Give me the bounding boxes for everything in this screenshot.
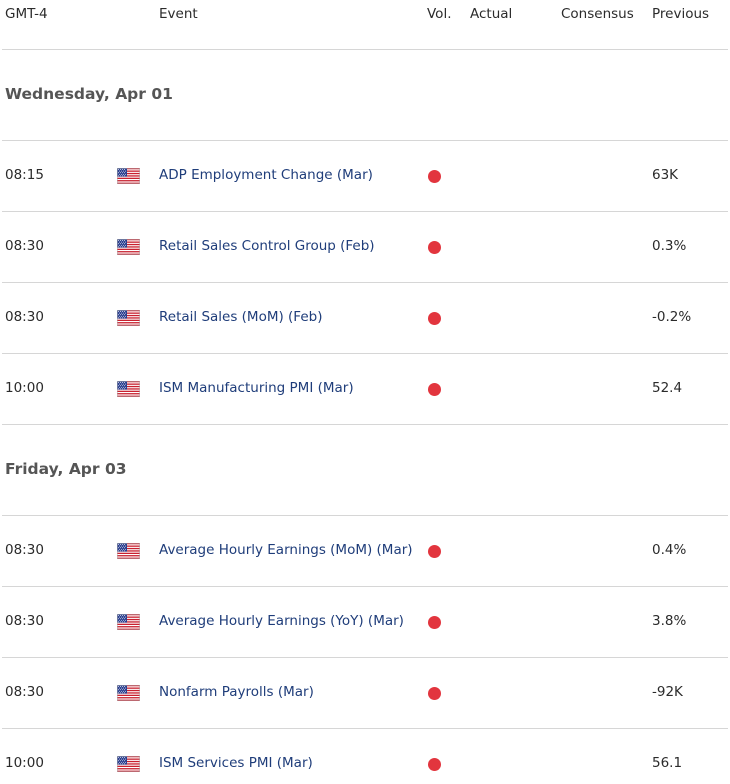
high-volatility-indicator <box>428 241 441 254</box>
event-name[interactable]: ISM Services PMI (Mar) <box>159 755 313 771</box>
event-row[interactable]: 10:00 ISM Manufacturing PMI (Mar) 52.4 <box>0 378 730 400</box>
volatility-header: Vol. <box>427 6 452 22</box>
previous-value: 3.8% <box>652 613 687 629</box>
row-divider <box>2 728 728 729</box>
high-volatility-indicator <box>428 758 441 771</box>
us-flag-icon <box>117 685 140 701</box>
header-divider <box>2 49 728 50</box>
event-row[interactable]: 08:30 Average Hourly Earnings (MoM) (Mar… <box>0 540 730 562</box>
event-name[interactable]: ISM Manufacturing PMI (Mar) <box>159 380 354 396</box>
event-row[interactable]: 08:30 Retail Sales (MoM) (Feb) -0.2% <box>0 307 730 329</box>
high-volatility-indicator <box>428 616 441 629</box>
row-divider <box>2 140 728 141</box>
timezone-header[interactable]: GMT-4 <box>5 6 48 22</box>
event-time: 08:30 <box>5 238 44 254</box>
event-row[interactable]: 08:15 ADP Employment Change (Mar) 63K <box>0 165 730 187</box>
us-flag-icon <box>117 381 140 397</box>
previous-value: -92K <box>652 684 683 700</box>
previous-value: 63K <box>652 167 679 183</box>
row-divider <box>2 282 728 283</box>
high-volatility-indicator <box>428 545 441 558</box>
previous-value: -0.2% <box>652 309 692 325</box>
previous-value: 0.4% <box>652 542 687 558</box>
event-name[interactable]: ADP Employment Change (Mar) <box>159 167 373 183</box>
event-name[interactable]: Average Hourly Earnings (YoY) (Mar) <box>159 613 404 629</box>
previous-value: 56.1 <box>652 755 683 771</box>
calendar-header: GMT-4 Event Vol. Actual Consensus Previo… <box>0 0 730 30</box>
event-time: 10:00 <box>5 755 44 771</box>
consensus-header: Consensus <box>561 6 634 22</box>
row-divider <box>2 353 728 354</box>
previous-value: 52.4 <box>652 380 683 396</box>
event-time: 10:00 <box>5 380 44 396</box>
event-row[interactable]: 08:30 Average Hourly Earnings (YoY) (Mar… <box>0 611 730 633</box>
actual-header: Actual <box>470 6 513 22</box>
event-name[interactable]: Average Hourly Earnings (MoM) (Mar) <box>159 542 413 558</box>
event-time: 08:30 <box>5 613 44 629</box>
row-divider <box>2 211 728 212</box>
event-row[interactable]: 10:00 ISM Services PMI (Mar) 56.1 <box>0 753 730 775</box>
row-divider <box>2 515 728 516</box>
event-time: 08:15 <box>5 167 44 183</box>
day-title: Wednesday, Apr 01 <box>5 85 173 103</box>
event-time: 08:30 <box>5 542 44 558</box>
event-time: 08:30 <box>5 684 44 700</box>
event-row[interactable]: 08:30 Nonfarm Payrolls (Mar) -92K <box>0 682 730 704</box>
row-divider <box>2 586 728 587</box>
us-flag-icon <box>117 239 140 255</box>
event-name[interactable]: Retail Sales Control Group (Feb) <box>159 238 375 254</box>
event-name[interactable]: Retail Sales (MoM) (Feb) <box>159 309 323 325</box>
row-divider <box>2 424 728 425</box>
previous-header: Previous <box>652 6 710 22</box>
us-flag-icon <box>117 756 140 772</box>
high-volatility-indicator <box>428 383 441 396</box>
us-flag-icon <box>117 168 140 184</box>
us-flag-icon <box>117 614 140 630</box>
event-header: Event <box>159 6 198 22</box>
previous-value: 0.3% <box>652 238 687 254</box>
high-volatility-indicator <box>428 687 441 700</box>
event-row[interactable]: 08:30 Retail Sales Control Group (Feb) 0… <box>0 236 730 258</box>
day-title: Friday, Apr 03 <box>5 460 127 478</box>
row-divider <box>2 657 728 658</box>
event-time: 08:30 <box>5 309 44 325</box>
us-flag-icon <box>117 543 140 559</box>
us-flag-icon <box>117 310 140 326</box>
high-volatility-indicator <box>428 312 441 325</box>
event-name[interactable]: Nonfarm Payrolls (Mar) <box>159 684 314 700</box>
high-volatility-indicator <box>428 170 441 183</box>
